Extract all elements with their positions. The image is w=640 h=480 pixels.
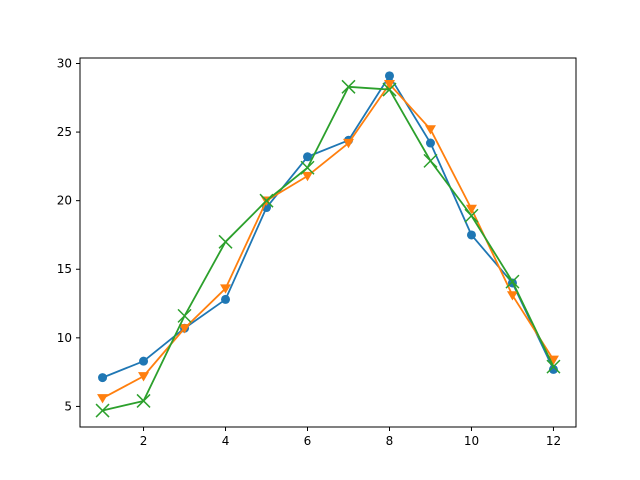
series-2: [97, 79, 559, 404]
data-point: [343, 138, 354, 149]
x-tick-label: 12: [546, 434, 561, 448]
data-point: [300, 160, 315, 175]
data-point: [179, 324, 191, 334]
x-tick-label: 8: [386, 434, 394, 448]
data-point: [547, 355, 559, 366]
y-axis: 5 10 15 20 25 30: [57, 56, 80, 413]
data-point: [384, 71, 394, 81]
axes-frame: [79, 57, 577, 428]
y-tick-label: 10: [57, 331, 72, 345]
x-tick-label: 4: [222, 434, 230, 448]
data-point: [424, 125, 436, 135]
data-point: [548, 364, 558, 374]
y-tick-label: 15: [57, 262, 72, 276]
series-line: [102, 85, 555, 412]
y-tick-label: 30: [57, 56, 72, 70]
data-point: [341, 79, 356, 94]
data-point: [506, 291, 518, 301]
data-point: [466, 230, 476, 240]
data-point: [259, 193, 274, 208]
y-tick-label: 20: [57, 194, 72, 208]
data-point: [136, 393, 151, 408]
data-point: [425, 138, 435, 148]
data-point: [97, 394, 109, 404]
data-point: [423, 153, 438, 168]
data-point: [220, 284, 232, 294]
data-point: [221, 294, 231, 304]
x-tick-label: 2: [140, 434, 148, 448]
x-axis: 2 4 6 8 10 12: [140, 427, 561, 448]
data-point: [98, 373, 108, 383]
y-tick-label: 5: [64, 399, 72, 413]
x-tick-label: 10: [464, 434, 479, 448]
data-point: [177, 308, 192, 323]
data-point: [505, 274, 520, 289]
series-3: [95, 79, 561, 418]
data-point: [138, 372, 150, 382]
data-point: [302, 171, 313, 182]
data-point: [383, 79, 395, 90]
data-point: [95, 403, 110, 418]
plot-area: [95, 71, 561, 418]
data-point: [139, 356, 149, 366]
data-point: [218, 234, 233, 249]
data-point: [546, 359, 561, 374]
data-point: [464, 208, 479, 223]
data-point: [465, 204, 477, 215]
y-tick-label: 25: [57, 125, 72, 139]
data-point: [303, 152, 313, 162]
data-point: [382, 82, 397, 97]
series-1: [98, 71, 558, 383]
series-line: [102, 74, 555, 379]
x-tick-label: 6: [304, 434, 312, 448]
series-line: [102, 83, 555, 399]
